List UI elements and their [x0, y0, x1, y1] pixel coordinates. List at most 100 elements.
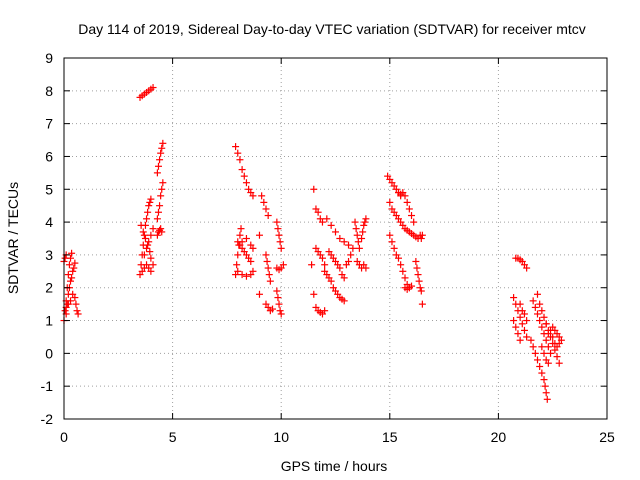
data-point	[61, 307, 69, 315]
data-point	[158, 228, 166, 236]
data-point	[232, 143, 240, 151]
data-point	[68, 274, 76, 282]
data-point	[345, 241, 353, 249]
data-point	[310, 185, 318, 193]
data-point	[70, 264, 78, 272]
data-point	[514, 330, 522, 338]
data-point	[157, 192, 165, 200]
data-point	[394, 254, 402, 262]
data-point	[405, 205, 413, 213]
data-point	[401, 192, 409, 200]
data-point	[408, 212, 416, 220]
data-point	[234, 251, 242, 259]
plot-frame	[63, 57, 608, 420]
data-point	[255, 290, 263, 298]
data-point	[144, 208, 152, 216]
data-point	[355, 244, 363, 252]
data-point	[158, 185, 166, 193]
data-point	[321, 261, 329, 269]
data-point	[249, 244, 257, 252]
data-point	[345, 257, 353, 265]
chart-title: Day 114 of 2019, Sidereal Day-to-day VTE…	[78, 21, 586, 37]
data-point	[536, 362, 544, 370]
x-tick-label: 0	[60, 429, 68, 445]
data-point	[146, 198, 154, 206]
x-tick-label: 5	[169, 429, 177, 445]
data-point	[353, 231, 361, 239]
data-point	[418, 231, 426, 239]
data-point	[512, 323, 520, 331]
data-point	[157, 225, 165, 233]
data-point	[547, 349, 555, 357]
data-point	[240, 172, 248, 180]
data-point	[275, 300, 283, 308]
data-point	[147, 267, 155, 275]
data-point	[147, 195, 155, 203]
data-points	[60, 84, 565, 403]
data-point	[510, 294, 518, 302]
data-point	[336, 264, 344, 272]
data-point	[327, 221, 335, 229]
data-point	[349, 244, 357, 252]
data-point	[279, 261, 287, 269]
data-point	[540, 349, 548, 357]
data-point	[417, 235, 425, 242]
data-point	[69, 267, 77, 275]
data-point	[410, 218, 418, 226]
data-point	[71, 259, 79, 267]
data-point	[273, 218, 281, 226]
data-point	[538, 307, 546, 315]
data-point	[263, 257, 271, 265]
data-point	[149, 225, 157, 233]
data-point	[74, 310, 82, 318]
axis-ticks	[63, 57, 608, 420]
data-point	[361, 218, 369, 226]
data-point	[523, 264, 531, 272]
data-point	[362, 264, 370, 272]
data-point	[327, 277, 335, 285]
data-point	[143, 215, 151, 223]
data-point	[386, 198, 394, 206]
data-point	[510, 317, 518, 325]
y-tick-label: 0	[45, 345, 53, 361]
data-point	[139, 228, 147, 236]
data-point	[351, 218, 359, 226]
data-point	[145, 238, 153, 246]
data-point	[247, 257, 255, 265]
data-point	[529, 297, 537, 305]
y-tick-label: 4	[45, 214, 53, 230]
data-point	[156, 202, 164, 210]
data-point	[362, 215, 370, 223]
data-point	[347, 251, 355, 259]
data-point	[277, 244, 285, 252]
data-point	[143, 244, 151, 252]
data-point	[140, 231, 148, 239]
data-point	[555, 359, 563, 367]
data-point	[397, 261, 405, 269]
data-point	[553, 353, 561, 361]
data-point	[403, 198, 411, 206]
data-point	[64, 271, 72, 279]
x-tick-label: 20	[491, 429, 507, 445]
data-point	[538, 343, 546, 351]
data-point	[523, 317, 531, 325]
data-point	[154, 208, 162, 216]
data-point	[242, 235, 250, 242]
data-point	[340, 297, 348, 305]
data-point	[527, 336, 535, 344]
data-point	[549, 333, 557, 341]
data-point	[141, 235, 149, 242]
data-point	[146, 248, 154, 256]
data-point	[414, 271, 422, 279]
data-point	[61, 254, 69, 262]
data-point	[149, 84, 157, 92]
data-point	[416, 284, 424, 292]
y-tick-label: 8	[45, 83, 53, 99]
data-point	[340, 274, 348, 282]
data-point	[516, 300, 524, 308]
data-point	[359, 228, 367, 236]
data-point	[352, 225, 360, 233]
data-point	[321, 307, 329, 315]
data-point	[236, 156, 244, 164]
data-point	[332, 228, 339, 236]
